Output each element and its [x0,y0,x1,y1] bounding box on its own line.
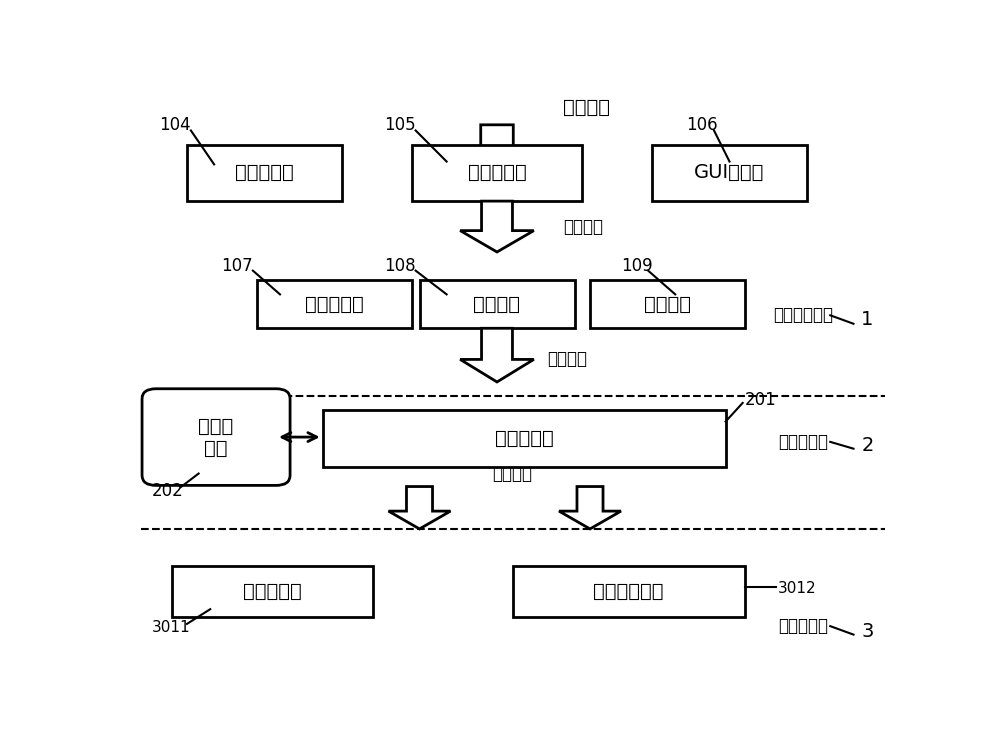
Polygon shape [460,328,534,382]
Text: 带参指令: 带参指令 [474,295,520,313]
Polygon shape [559,487,621,529]
Bar [187,145,342,201]
Bar [590,280,745,328]
Text: 3: 3 [861,622,874,642]
Text: GUI预处理: GUI预处理 [694,164,765,182]
Text: 104: 104 [160,116,191,134]
Text: 202: 202 [152,482,184,500]
Text: 指令分发器: 指令分发器 [495,429,554,448]
Text: 105: 105 [384,116,416,134]
Polygon shape [388,487,450,529]
Text: 主窗口单元: 主窗口单元 [243,581,302,600]
Text: 1: 1 [861,310,874,330]
Text: 指令分发: 指令分发 [492,465,532,482]
Bar [257,280,412,328]
Text: 分发路
线图: 分发路 线图 [198,417,234,457]
Bar [512,566,745,617]
Text: 109: 109 [621,257,652,275]
Bar [323,410,726,467]
Polygon shape [460,201,534,252]
Text: 指令汇集: 指令汇集 [547,350,587,368]
Bar [412,145,582,201]
Text: 交互预处理层: 交互预处理层 [773,306,833,324]
FancyBboxPatch shape [142,389,290,485]
Text: 功能管理单元: 功能管理单元 [594,581,664,600]
Text: 指令分发层: 指令分发层 [778,433,828,451]
Text: 106: 106 [687,116,718,134]
Bar [172,566,373,617]
Text: 3012: 3012 [778,581,816,596]
Text: 输入转换: 输入转换 [563,217,603,236]
Text: 不带参指令: 不带参指令 [305,295,364,313]
Text: 程控预处理: 程控预处理 [468,164,526,182]
Text: 3011: 3011 [152,620,191,636]
Text: 用户输入: 用户输入 [563,98,610,117]
Bar [652,145,807,201]
Text: 2: 2 [861,436,874,455]
Text: 菜单预处理: 菜单预处理 [235,164,294,182]
Polygon shape [458,125,536,175]
Text: 仗器模型层: 仗器模型层 [778,617,828,635]
Text: 107: 107 [222,257,253,275]
Text: 查询指令: 查询指令 [644,295,691,313]
Bar [420,280,574,328]
Text: 108: 108 [384,257,416,275]
Text: 201: 201 [745,391,777,409]
